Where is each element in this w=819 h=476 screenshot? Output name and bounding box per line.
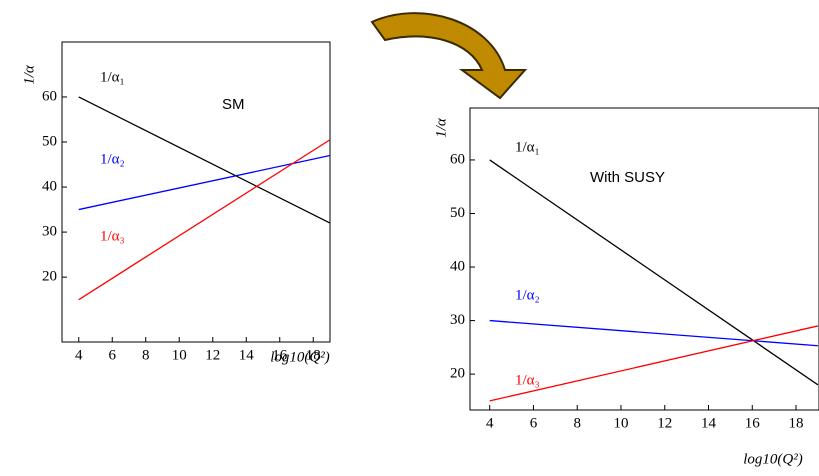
x-tick-label: 4 <box>75 347 83 363</box>
y-axis-label: 1/α <box>21 64 37 85</box>
x-tick-label: 14 <box>701 415 717 431</box>
series-line <box>490 321 818 346</box>
y-tick-label: 30 <box>450 312 465 328</box>
x-tick-label: 12 <box>205 347 220 363</box>
y-tick-label: 60 <box>450 151 465 167</box>
y-axis-label: 1/α <box>433 117 449 138</box>
x-tick-label: 12 <box>657 415 672 431</box>
annotation: With SUSY <box>590 169 665 186</box>
x-axis-label: log10(Q²) <box>270 349 330 365</box>
x-tick-label: 10 <box>172 347 187 363</box>
y-tick-label: 40 <box>42 178 57 194</box>
x-axis-label: log10(Q²) <box>743 451 803 467</box>
series-label: 1/α₁ <box>100 69 125 85</box>
x-tick-label: 16 <box>745 415 761 431</box>
x-tick-label: 18 <box>789 415 804 431</box>
y-tick-label: 20 <box>42 269 57 285</box>
y-tick-label: 50 <box>42 133 57 149</box>
slide: 4 6 8 10 12 14 16 18 20 30 40 50 60 1/α₁ 1/α₂ 1/α₃ SM 1/α… <box>0 0 819 476</box>
series-line <box>490 160 818 385</box>
series-label: 1/α₂ <box>100 151 125 167</box>
x-tick-label: 6 <box>109 347 117 363</box>
series-line <box>490 326 818 401</box>
y-tick-label: 30 <box>42 224 57 240</box>
y-tick-label: 60 <box>42 88 57 104</box>
x-tick-label: 8 <box>573 415 581 431</box>
y-tick-label: 50 <box>450 205 465 221</box>
series-label: 1/α₃ <box>100 228 125 244</box>
annotation: SM <box>222 96 245 113</box>
x-tick-label: 4 <box>486 415 494 431</box>
x-tick-label: 14 <box>239 347 255 363</box>
x-tick-label: 8 <box>142 347 150 363</box>
y-tick-label: 40 <box>450 258 465 274</box>
plot-frame <box>62 42 330 342</box>
series-label: 1/α₃ <box>515 372 540 388</box>
x-tick-label: 10 <box>613 415 628 431</box>
x-tick-label: 6 <box>530 415 538 431</box>
y-tick-label: 20 <box>450 366 465 382</box>
series-label: 1/α₂ <box>515 287 540 303</box>
series-label: 1/α₁ <box>515 139 540 155</box>
arrow <box>372 13 525 98</box>
